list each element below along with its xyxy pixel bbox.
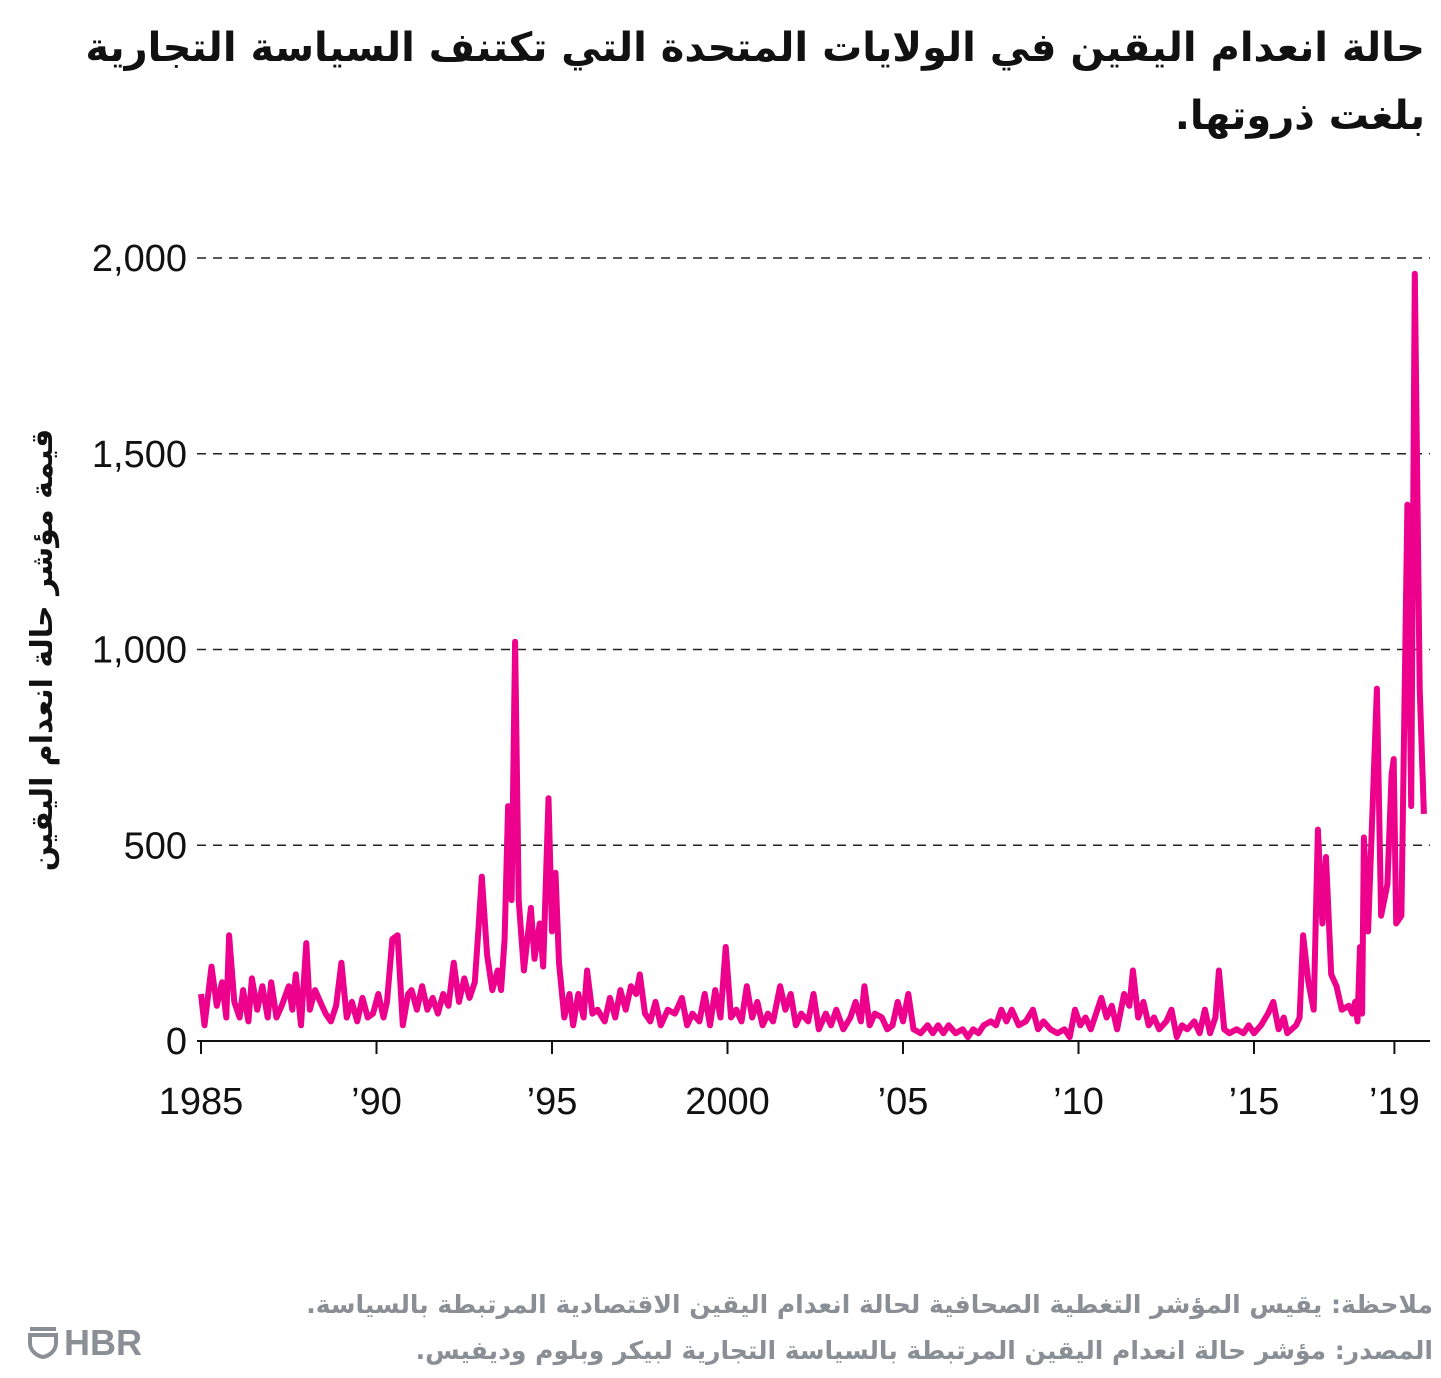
x-tick-label: ’10 bbox=[1053, 1081, 1104, 1123]
logo-text: HBR bbox=[64, 1322, 142, 1363]
y-tick-label: 500 bbox=[124, 825, 187, 867]
y-axis-label: قيمة مؤشر حالة انعدام اليقين bbox=[25, 429, 60, 872]
hbr-logo: HBR bbox=[28, 1322, 142, 1364]
x-tick-label: ’19 bbox=[1369, 1081, 1420, 1123]
x-tick-label: ’15 bbox=[1229, 1081, 1280, 1123]
series-line bbox=[198, 270, 1427, 1041]
y-tick-label: 0 bbox=[166, 1021, 187, 1063]
x-tick-label: ’95 bbox=[527, 1081, 578, 1123]
y-tick-label: 1,500 bbox=[92, 434, 187, 476]
x-tick-label: 1985 bbox=[159, 1081, 244, 1123]
x-tick-label: 2000 bbox=[685, 1081, 770, 1123]
x-tick-labels: 1985 ’90 ’95 2000 ’05 ’10 ’15 ’19 bbox=[159, 1041, 1420, 1123]
x-tick-label: ’90 bbox=[351, 1081, 402, 1123]
chart-note: ملاحظة: يقيس المؤشر التغطية الصحافية لحا… bbox=[306, 1290, 1433, 1319]
y-tick-labels: 0 500 1,000 1,500 2,000 bbox=[92, 238, 187, 1063]
y-tick-label: 1,000 bbox=[92, 630, 187, 672]
shield-icon bbox=[28, 1327, 58, 1359]
x-tick-label: ’05 bbox=[878, 1081, 929, 1123]
chart-title: حالة انعدام اليقين في الولايات المتحدة ا… bbox=[85, 25, 1425, 139]
y-tick-label: 2,000 bbox=[92, 238, 187, 280]
chart-source: المصدر: مؤشر حالة انعدام اليقين المرتبطة… bbox=[415, 1336, 1433, 1365]
gridlines bbox=[197, 257, 1430, 846]
